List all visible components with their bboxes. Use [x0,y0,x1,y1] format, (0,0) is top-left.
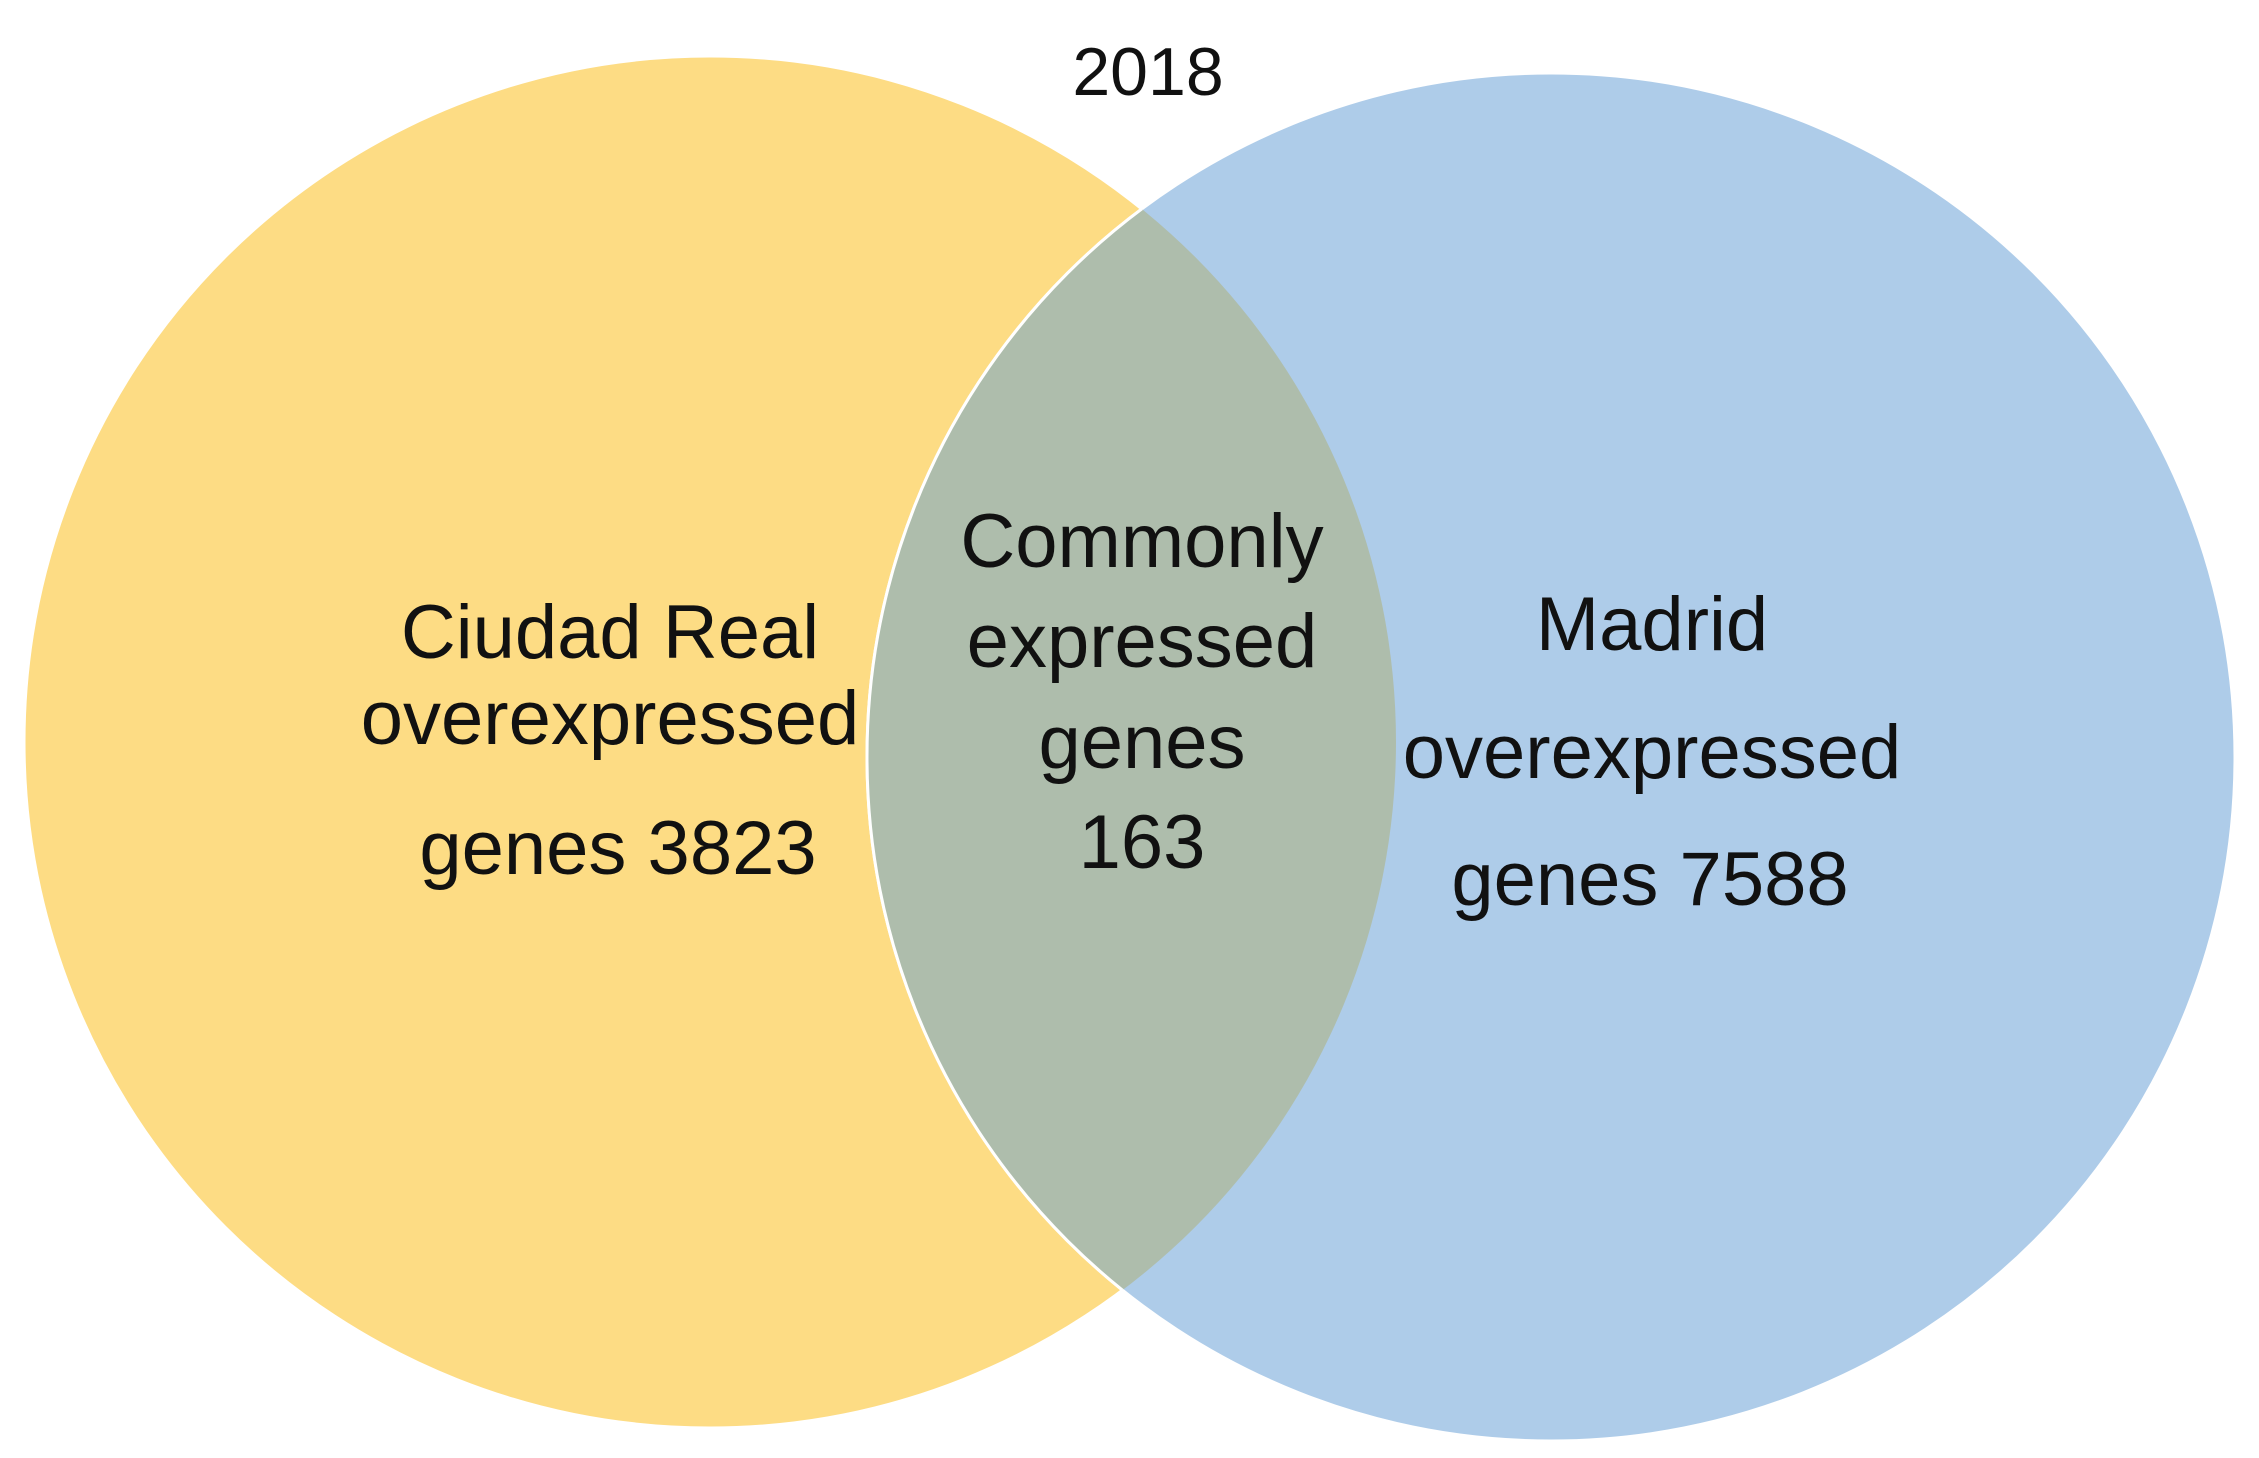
diagram-title: 2018 [1072,34,1223,110]
ciudad-real-label-line-1: Ciudad Real [401,590,819,675]
ciudad-real-label-line-3: genes 3823 [419,806,816,891]
intersection-label-line-3: genes [1038,700,1245,785]
madrid-label-line-3: genes 7588 [1451,837,1848,922]
madrid-label-line-2: overexpressed [1403,710,1902,795]
intersection-label-line-2: expressed [967,599,1318,684]
intersection-label-line-1: Commonly [960,499,1323,584]
madrid-label-line-1: Madrid [1536,582,1768,667]
ciudad-real-label-line-2: overexpressed [361,676,860,761]
intersection-label-line-4: 163 [1079,800,1206,885]
intersection-lens [865,71,1396,1428]
